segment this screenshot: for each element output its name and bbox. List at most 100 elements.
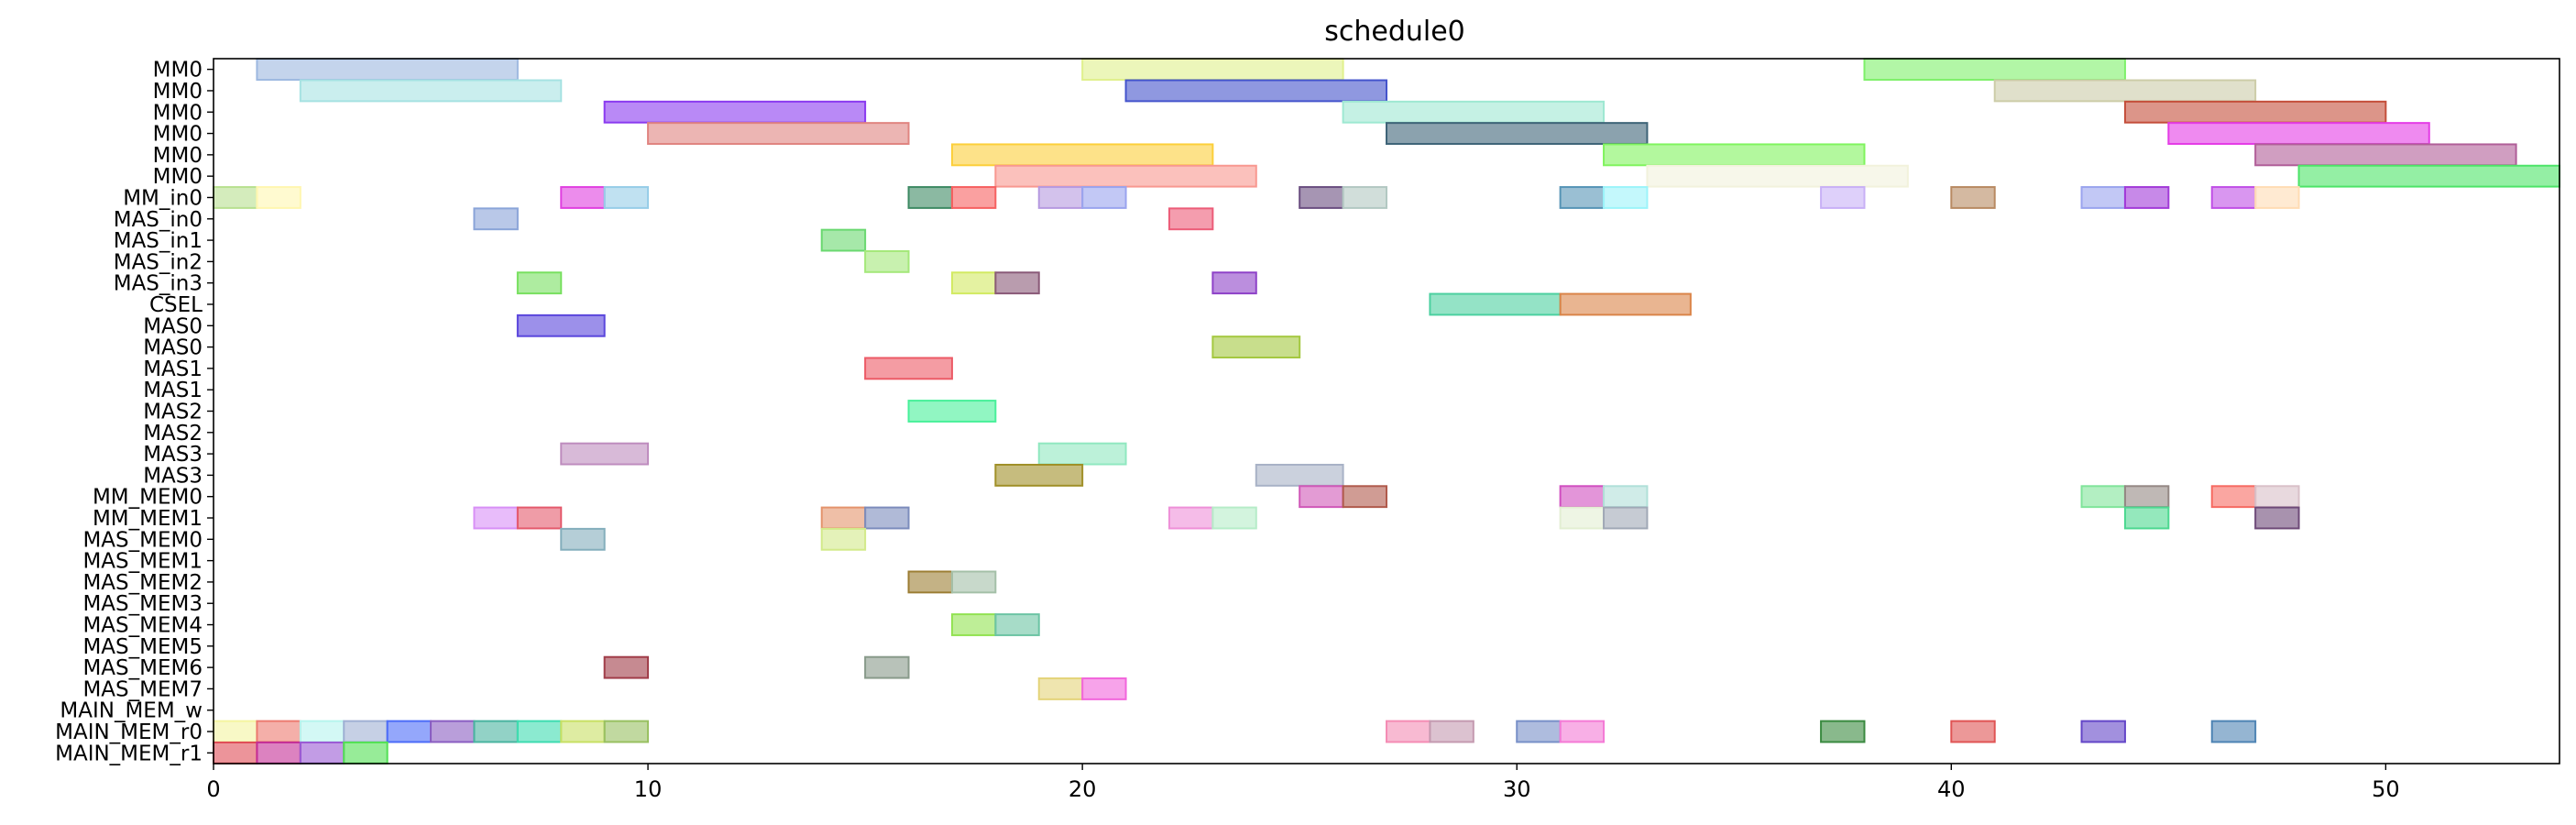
row-label: MAS_MEM3 <box>82 592 203 616</box>
row-label: MAS_MEM5 <box>82 635 203 659</box>
task-bar <box>560 442 650 466</box>
row-label: MAS1 <box>143 358 203 381</box>
row-label: MAS0 <box>143 314 203 338</box>
task-bar <box>603 186 650 209</box>
task-bar <box>516 314 606 337</box>
task-bar <box>1603 143 1866 167</box>
task-bar <box>1646 164 1909 188</box>
task-bar <box>213 741 258 764</box>
x-tick-label: 20 <box>1069 776 1097 802</box>
task-bar <box>1820 720 1866 743</box>
row-label: MM0 <box>153 80 203 104</box>
task-bar <box>343 720 389 743</box>
task-bar <box>1559 720 1606 743</box>
task-bar <box>1081 677 1127 700</box>
task-bar <box>1299 186 1344 209</box>
row-label: MAIN_MEM_r1 <box>55 742 203 765</box>
task-bar <box>256 186 301 209</box>
x-tick-label: 0 <box>206 776 220 802</box>
task-bar <box>1950 186 1996 209</box>
task-bar <box>516 506 563 530</box>
task-bar <box>2167 122 2430 145</box>
task-bar <box>864 249 910 273</box>
task-bar <box>603 720 650 743</box>
row-label: MM_MEM1 <box>93 507 203 531</box>
task-bar <box>1559 506 1606 530</box>
task-bar <box>1081 186 1127 209</box>
task-bar <box>603 100 867 124</box>
task-bar <box>2210 720 2257 743</box>
task-bar <box>1559 485 1606 509</box>
task-bar <box>1429 292 1562 316</box>
task-bar <box>994 613 1040 636</box>
task-bar <box>299 720 345 743</box>
task-bar <box>213 186 258 209</box>
x-tick-label: 40 <box>1937 776 1966 802</box>
task-bar <box>1516 720 1562 743</box>
task-bar <box>473 207 519 231</box>
task-bar <box>820 228 867 252</box>
task-bar <box>1037 186 1084 209</box>
task-bar <box>2123 485 2170 509</box>
task-bar <box>950 570 997 594</box>
task-bar <box>1342 186 1388 209</box>
row-label: MAS_in2 <box>114 250 203 274</box>
plot-frame <box>213 58 2560 764</box>
x-tick-label: 30 <box>1503 776 1531 802</box>
task-bar <box>560 527 606 551</box>
row-label: MM0 <box>153 144 203 168</box>
row-label: MAS_MEM6 <box>82 656 203 680</box>
row-label: MAIN_MEM_r0 <box>55 720 203 744</box>
task-bar <box>1081 58 1344 82</box>
task-bar <box>1211 506 1257 530</box>
task-bar <box>1386 720 1431 743</box>
task-bar <box>299 79 563 103</box>
task-bar <box>2254 485 2300 509</box>
task-bar <box>1603 485 1649 509</box>
task-bar <box>950 613 997 636</box>
task-bar <box>560 186 606 209</box>
task-bar <box>256 720 301 743</box>
task-bar <box>950 143 1214 167</box>
row-label: MAS_MEM2 <box>82 571 203 595</box>
task-bar <box>560 720 606 743</box>
row-label: MAS2 <box>143 422 203 446</box>
task-bar <box>1603 186 1649 209</box>
task-bar <box>2254 506 2300 530</box>
task-bar <box>1429 720 1474 743</box>
task-bar <box>1299 485 1344 509</box>
task-bar <box>994 164 1257 188</box>
task-bars <box>213 58 2561 764</box>
task-bar <box>603 655 650 679</box>
row-label: MAS3 <box>143 464 203 488</box>
task-bar <box>1255 463 1344 487</box>
task-bar <box>430 720 476 743</box>
row-label: MM0 <box>153 165 203 189</box>
x-axis: 0 10 20 30 40 50 <box>206 764 2400 802</box>
row-label: MAS0 <box>143 336 203 360</box>
task-bar <box>516 720 563 743</box>
row-label: MM0 <box>153 101 203 125</box>
row-label: MAS1 <box>143 379 203 402</box>
task-bar <box>1559 292 1692 316</box>
task-bar <box>473 720 519 743</box>
task-bar <box>1211 271 1257 295</box>
task-bar <box>1124 79 1387 103</box>
task-bar <box>1342 100 1606 124</box>
task-bar <box>386 720 433 743</box>
row-label: MAIN_MEM_w <box>60 699 203 723</box>
task-bar <box>343 741 389 764</box>
row-label: MM_in0 <box>123 186 203 210</box>
task-bar <box>1386 122 1649 145</box>
task-bar <box>950 271 997 295</box>
chart-title: schedule0 <box>1324 16 1465 48</box>
task-bar <box>1559 186 1606 209</box>
row-label: MAS3 <box>143 443 203 467</box>
task-bar <box>2080 186 2126 209</box>
task-bar <box>1950 720 1996 743</box>
task-bar <box>473 506 519 530</box>
row-labels: MM0MM0MM0MM0MM0MM0MM_in0MAS_in0MAS_in1MA… <box>55 59 214 765</box>
task-bar <box>1863 58 2126 82</box>
row-label: MAS_in1 <box>114 229 203 253</box>
